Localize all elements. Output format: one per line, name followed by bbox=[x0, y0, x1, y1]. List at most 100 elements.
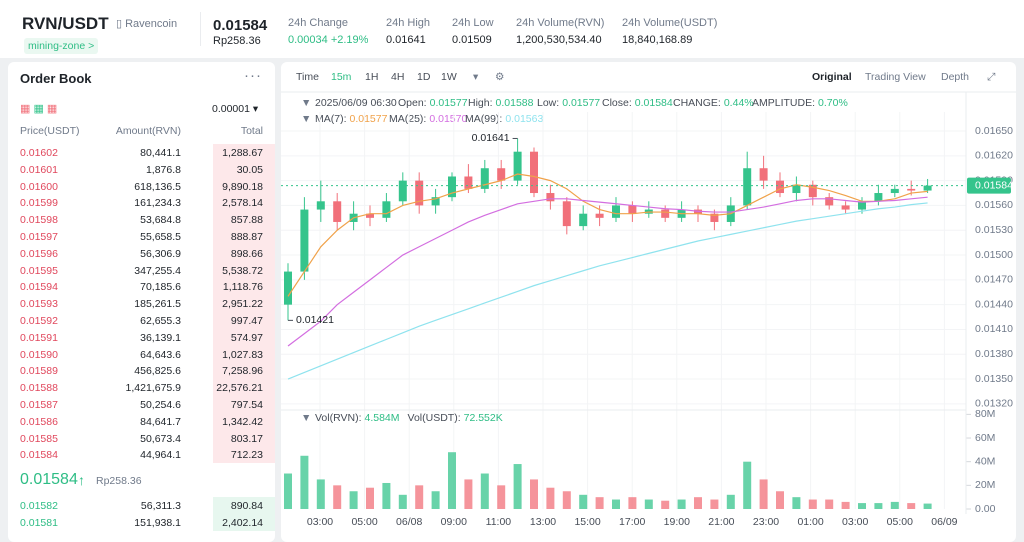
interval[interactable]: 4H bbox=[391, 71, 404, 83]
ob-row[interactable]: 0.01595 347,255.4 5,538.72 bbox=[8, 261, 275, 279]
order-book: Order Book ··· ▦ ▦ ▦ 0.00001 ▾ Price(USD… bbox=[8, 62, 275, 542]
precision[interactable]: 0.00001 ▾ bbox=[212, 103, 259, 115]
ob-row[interactable]: 0.01590 64,643.6 1,027.83 bbox=[8, 345, 275, 363]
ob-row[interactable]: 0.01602 80,441.1 1,288.67 bbox=[8, 144, 275, 161]
ob-cell: 80,441.1 bbox=[140, 147, 181, 159]
stat-value: 0.01509 bbox=[452, 34, 492, 46]
ob-row[interactable]: 0.01581 151,938.1 2,402.14 bbox=[8, 514, 275, 531]
depth-shade bbox=[213, 379, 275, 397]
ob-cell: 0.01586 bbox=[20, 415, 58, 428]
candle-body bbox=[579, 213, 588, 227]
ma-label: MA(7): bbox=[315, 113, 347, 125]
ob-row[interactable]: 0.01588 1,421,675.9 22,576.21 bbox=[8, 379, 275, 397]
interval[interactable]: 1D bbox=[417, 71, 431, 83]
ob-cell: 0.01598 bbox=[20, 214, 58, 227]
ob-row[interactable]: 0.01592 62,655.3 997.47 bbox=[8, 312, 275, 329]
ob-row[interactable]: 0.01601 1,876.8 30.05 bbox=[8, 160, 275, 178]
ob-cell: 161,234.3 bbox=[134, 197, 181, 210]
ob-cell: 0.01587 bbox=[20, 399, 58, 411]
candle-body bbox=[710, 213, 719, 222]
candle-body bbox=[759, 168, 768, 181]
time-label: 05:00 bbox=[887, 516, 913, 528]
ob-row[interactable]: 0.01599 161,234.3 2,578.14 bbox=[8, 194, 275, 212]
volume-bar bbox=[841, 501, 850, 509]
ob-row[interactable]: 0.01596 56,306.9 898.66 bbox=[8, 244, 275, 262]
vol-label: Vol(RVN): bbox=[315, 412, 362, 424]
vol-label: Vol(USDT): bbox=[408, 412, 461, 424]
volume-bar bbox=[333, 485, 342, 509]
view[interactable]: Depth bbox=[941, 71, 969, 83]
volume-bar bbox=[644, 499, 653, 509]
ob-cell: 0.01591 bbox=[20, 331, 58, 344]
candle-body bbox=[874, 193, 883, 202]
ma-label: MA(99): bbox=[465, 113, 502, 125]
volume-bar bbox=[579, 494, 588, 509]
depth-shade bbox=[213, 244, 275, 262]
volume-bar bbox=[448, 452, 456, 509]
chart-panel: Time 15m 1H 4H 1D 1W ▾ ⚙ Original Trading View Dep… bbox=[281, 62, 1016, 542]
time-label: 05:00 bbox=[351, 516, 377, 528]
ob-cell: 70,185.6 bbox=[140, 281, 181, 294]
info-label: High: bbox=[468, 97, 493, 109]
ob-row[interactable]: 0.01593 185,261.5 2,951.22 bbox=[8, 295, 275, 313]
interval[interactable]: Time bbox=[296, 71, 319, 83]
view[interactable]: Trading View bbox=[865, 71, 926, 83]
volume-bar bbox=[431, 491, 440, 509]
ob-row[interactable]: 0.01584 44,964.1 712.23 bbox=[8, 446, 275, 464]
ob-cell: 890.84 bbox=[230, 500, 263, 512]
ob-cell: 997.47 bbox=[230, 315, 263, 327]
view-toggle[interactable]: ▦ ▦ ▦ bbox=[20, 103, 58, 115]
ob-cell: 1,876.8 bbox=[145, 163, 181, 176]
ob-row[interactable]: 0.01598 53,684.8 857.88 bbox=[8, 211, 275, 229]
candle-body bbox=[480, 168, 489, 189]
ob-row[interactable]: 0.01594 70,185.6 1,118.76 bbox=[8, 278, 275, 296]
ob-cell: 1,288.67 bbox=[222, 147, 263, 159]
ob-row[interactable]: 0.01597 55,658.5 888.87 bbox=[8, 228, 275, 245]
y-tick-label: 0.01410 bbox=[975, 323, 1013, 335]
view[interactable]: Original bbox=[812, 71, 852, 83]
menu[interactable]: ··· bbox=[244, 67, 262, 84]
interval[interactable]: 1W bbox=[441, 71, 457, 83]
volume-bar bbox=[595, 497, 604, 509]
depth-shade bbox=[213, 514, 275, 531]
ob-cell: 0.01594 bbox=[20, 281, 58, 294]
ob-row[interactable]: 0.01586 84,641.7 1,342.42 bbox=[8, 412, 275, 430]
volume-bar bbox=[562, 491, 571, 509]
header: RVN/USDT ▯ Ravencoin mining-zone > 0.015… bbox=[0, 0, 1024, 58]
ob-row[interactable]: 0.01587 50,254.6 797.54 bbox=[8, 396, 275, 413]
interval[interactable]: 1H bbox=[365, 71, 378, 83]
price-local: Rp258.36 bbox=[213, 35, 261, 47]
ob-row[interactable]: 0.01585 50,673.4 803.17 bbox=[8, 429, 275, 447]
depth-shade bbox=[213, 312, 275, 329]
ob-row[interactable]: 0.01600 618,136.5 9,890.18 bbox=[8, 177, 275, 195]
settings[interactable]: ⚙ bbox=[495, 71, 504, 83]
ob-row[interactable]: 0.01591 36,139.1 574.97 bbox=[8, 328, 275, 346]
volume-bar bbox=[907, 503, 916, 509]
ma-value: 0.01577 bbox=[350, 113, 388, 125]
dropdown: ▾ bbox=[473, 71, 479, 83]
ob-cell: 0.01599 bbox=[20, 197, 58, 210]
precision-value: 0.00001 bbox=[212, 103, 250, 115]
tag[interactable]: mining-zone > bbox=[24, 38, 99, 54]
depth-shade bbox=[213, 228, 275, 245]
fullscreen[interactable]: ⤢ bbox=[987, 71, 996, 83]
stat-label: 24h High bbox=[386, 17, 431, 29]
y-tick-label: 0.01380 bbox=[975, 348, 1013, 360]
interval[interactable]: 15m bbox=[331, 71, 352, 83]
depth-shade bbox=[213, 412, 275, 430]
depth-shade bbox=[213, 328, 275, 346]
ob-header: Total bbox=[240, 125, 263, 137]
ob-row[interactable]: 0.01589 456,825.6 7,258.96 bbox=[8, 362, 275, 380]
depth-shade bbox=[213, 429, 275, 447]
ob-row[interactable]: 0.01582 56,311.3 890.84 bbox=[8, 497, 275, 514]
candle-body bbox=[612, 205, 620, 218]
collapse: ▼ bbox=[301, 113, 311, 125]
candle-body bbox=[628, 205, 637, 214]
stat-label: 24h Volume(USDT) bbox=[622, 17, 718, 29]
coin[interactable]: ▯ Ravencoin bbox=[116, 18, 178, 30]
time-label: 21:00 bbox=[708, 516, 734, 528]
ob-cell: 53,684.8 bbox=[140, 214, 181, 227]
vol-tick-label: 80M bbox=[975, 408, 995, 420]
vol-tick-label: 60M bbox=[975, 432, 995, 444]
y-tick-label: 0.01440 bbox=[975, 298, 1013, 310]
